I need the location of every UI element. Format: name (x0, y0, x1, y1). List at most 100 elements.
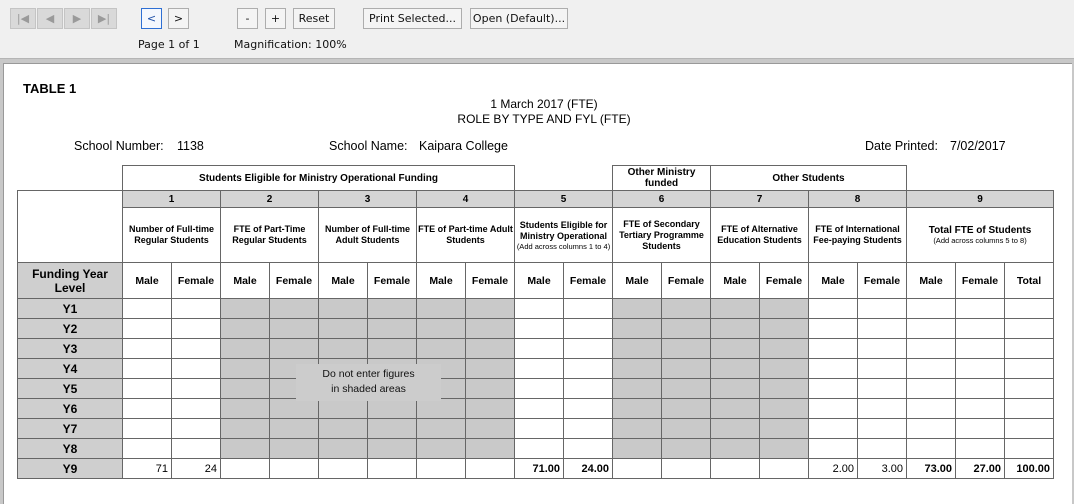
y9-full-time-regular-female[interactable]: 24 (171, 458, 221, 479)
input-cell[interactable] (906, 378, 956, 399)
input-cell[interactable] (955, 298, 1005, 319)
input-cell[interactable] (514, 358, 564, 379)
reset-zoom-button[interactable]: Reset (293, 8, 335, 29)
input-cell[interactable] (1004, 318, 1054, 339)
input-cell[interactable] (857, 398, 907, 419)
input-cell[interactable] (906, 398, 956, 419)
input-cell[interactable] (171, 358, 221, 379)
y9-international-male[interactable]: 2.00 (808, 458, 858, 479)
shaded-cell (661, 378, 711, 399)
zoom-out-button[interactable]: - (237, 8, 258, 29)
input-cell[interactable] (955, 358, 1005, 379)
input-cell[interactable] (122, 438, 172, 459)
input-cell[interactable] (906, 318, 956, 339)
input-cell[interactable] (1004, 338, 1054, 359)
input-cell[interactable] (906, 438, 956, 459)
input-cell[interactable] (857, 358, 907, 379)
input-cell[interactable] (122, 358, 172, 379)
input-cell[interactable] (955, 438, 1005, 459)
open-default-button[interactable]: Open (Default)... (470, 8, 568, 29)
y9-full-time-regular-male[interactable]: 71 (122, 458, 172, 479)
input-cell[interactable] (514, 378, 564, 399)
input-cell[interactable] (1004, 418, 1054, 439)
input-cell[interactable] (465, 458, 515, 479)
forward-button[interactable]: > (168, 8, 189, 29)
input-cell[interactable] (1004, 398, 1054, 419)
input-cell[interactable] (416, 458, 466, 479)
input-cell[interactable] (171, 318, 221, 339)
input-cell[interactable] (171, 398, 221, 419)
input-cell[interactable] (171, 298, 221, 319)
input-cell[interactable] (759, 458, 809, 479)
input-cell[interactable] (367, 458, 417, 479)
input-cell[interactable] (563, 438, 613, 459)
input-cell[interactable] (122, 418, 172, 439)
input-cell[interactable] (514, 318, 564, 339)
input-cell[interactable] (612, 458, 662, 479)
shaded-cell (220, 418, 270, 439)
input-cell[interactable] (857, 438, 907, 459)
input-cell[interactable] (122, 338, 172, 359)
input-cell[interactable] (1004, 438, 1054, 459)
input-cell[interactable] (955, 318, 1005, 339)
input-cell[interactable] (857, 318, 907, 339)
input-cell[interactable] (171, 378, 221, 399)
y9-international-female[interactable]: 3.00 (857, 458, 907, 479)
first-page-button[interactable]: |◀ (10, 8, 36, 29)
input-cell[interactable] (318, 458, 368, 479)
input-cell[interactable] (514, 418, 564, 439)
input-cell[interactable] (514, 398, 564, 419)
input-cell[interactable] (122, 318, 172, 339)
input-cell[interactable] (808, 318, 858, 339)
input-cell[interactable] (514, 438, 564, 459)
input-cell[interactable] (808, 338, 858, 359)
input-cell[interactable] (514, 338, 564, 359)
input-cell[interactable] (563, 338, 613, 359)
last-page-button[interactable]: ▶| (91, 8, 117, 29)
input-cell[interactable] (1004, 378, 1054, 399)
input-cell[interactable] (269, 458, 319, 479)
zoom-in-button[interactable]: + (265, 8, 286, 29)
input-cell[interactable] (563, 398, 613, 419)
input-cell[interactable] (906, 298, 956, 319)
input-cell[interactable] (808, 398, 858, 419)
input-cell[interactable] (563, 358, 613, 379)
input-cell[interactable] (122, 398, 172, 419)
input-cell[interactable] (857, 378, 907, 399)
input-cell[interactable] (857, 298, 907, 319)
input-cell[interactable] (857, 338, 907, 359)
female-header: Female (269, 262, 319, 299)
input-cell[interactable] (563, 298, 613, 319)
input-cell[interactable] (906, 338, 956, 359)
input-cell[interactable] (808, 438, 858, 459)
input-cell[interactable] (171, 338, 221, 359)
input-cell[interactable] (514, 298, 564, 319)
input-cell[interactable] (906, 418, 956, 439)
input-cell[interactable] (857, 418, 907, 439)
input-cell[interactable] (563, 318, 613, 339)
input-cell[interactable] (955, 398, 1005, 419)
input-cell[interactable] (122, 378, 172, 399)
input-cell[interactable] (171, 438, 221, 459)
input-cell[interactable] (906, 358, 956, 379)
input-cell[interactable] (955, 378, 1005, 399)
input-cell[interactable] (1004, 298, 1054, 319)
input-cell[interactable] (1004, 358, 1054, 379)
input-cell[interactable] (808, 298, 858, 319)
print-selected-button[interactable]: Print Selected... (363, 8, 462, 29)
input-cell[interactable] (955, 338, 1005, 359)
next-page-button[interactable]: ▶ (64, 8, 90, 29)
input-cell[interactable] (808, 418, 858, 439)
input-cell[interactable] (955, 418, 1005, 439)
input-cell[interactable] (171, 418, 221, 439)
input-cell[interactable] (808, 378, 858, 399)
input-cell[interactable] (710, 458, 760, 479)
input-cell[interactable] (563, 378, 613, 399)
input-cell[interactable] (808, 358, 858, 379)
input-cell[interactable] (220, 458, 270, 479)
input-cell[interactable] (122, 298, 172, 319)
input-cell[interactable] (661, 458, 711, 479)
prev-page-button[interactable]: ◀ (37, 8, 63, 29)
back-button[interactable]: < (141, 8, 162, 29)
input-cell[interactable] (563, 418, 613, 439)
